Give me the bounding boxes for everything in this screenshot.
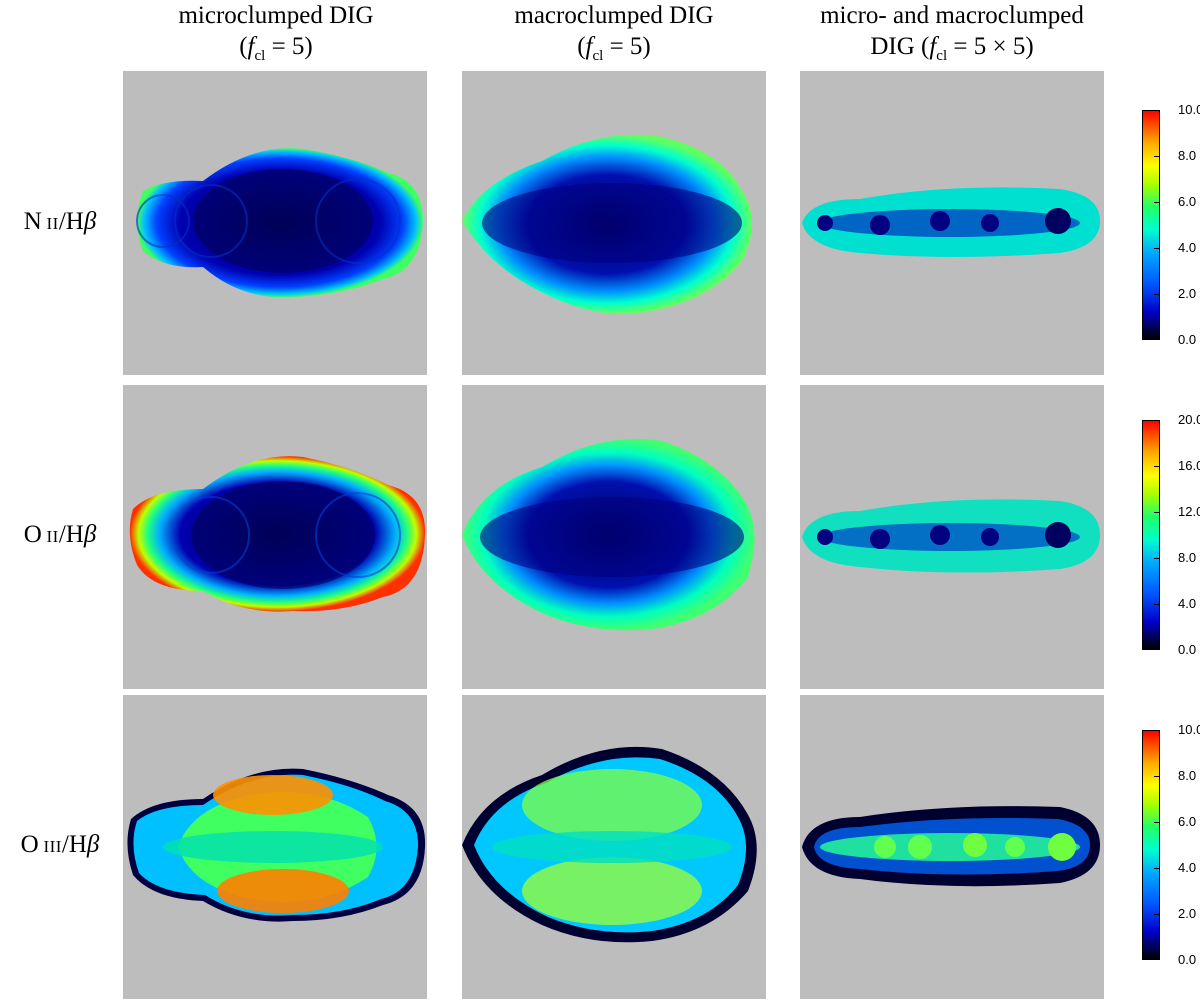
map-nii-macroclumped — [462, 71, 766, 375]
row-label-oii-hbeta: O II/Hβ — [23, 521, 97, 548]
map-oiii-macroclumped — [462, 695, 766, 999]
map-nii-microclumped — [123, 71, 427, 375]
colorbar-tick-label: 4.0 — [1178, 860, 1197, 875]
column-title-line1: macroclumped DIG — [514, 2, 714, 29]
colorbar-tick-mark — [1154, 420, 1160, 421]
colorbar-tick-mark — [1154, 512, 1160, 513]
colorbar-tick-label: 6.0 — [1178, 814, 1197, 829]
colorbar-tick-mark — [1154, 914, 1160, 915]
colorbar-tick-mark — [1154, 730, 1160, 731]
colorbar-nii — [1142, 110, 1160, 340]
colorbar-oii — [1142, 420, 1160, 650]
colorbar-tick-label: 10.0 — [1178, 102, 1200, 117]
colorbar-tick-mark — [1154, 868, 1160, 869]
colorbar-tick-label: 10.0 — [1178, 722, 1200, 737]
colorbar-tick-label: 6.0 — [1178, 194, 1197, 209]
colorbar-tick-label: 0.0 — [1178, 332, 1197, 347]
colorbar-tick-mark — [1154, 156, 1160, 157]
colorbar-tick-label: 16.0 — [1178, 458, 1200, 473]
column-title-line1: microclumped DIG — [178, 2, 374, 29]
colorbar-tick-mark — [1154, 959, 1160, 960]
colorbar-tick-mark — [1154, 110, 1160, 111]
colorbar-tick-label: 0.0 — [1178, 952, 1197, 967]
column-title-line2: (fcl = 5) — [239, 33, 313, 64]
colorbar-tick-label: 20.0 — [1178, 412, 1200, 427]
column-title-line1: micro- and macroclumped — [820, 2, 1084, 29]
colorbar-tick-mark — [1154, 339, 1160, 340]
row-label-nii-hbeta: N II/Hβ — [23, 208, 97, 235]
colorbar-oiii — [1142, 730, 1160, 960]
colorbar-tick-mark — [1154, 466, 1160, 467]
colorbar-tick-mark — [1154, 294, 1160, 295]
column-title-macroclumped: macroclumped DIG (fcl = 5) — [444, 0, 784, 72]
column-title-line2: (fcl = 5) — [577, 33, 651, 64]
map-oii-macroclumped — [462, 385, 766, 689]
colorbar-tick-label: 8.0 — [1178, 148, 1197, 163]
colorbar-tick-label: 8.0 — [1178, 768, 1197, 783]
colorbar-tick-mark — [1154, 202, 1160, 203]
map-oii-microclumped — [123, 385, 427, 689]
colorbar-tick-mark — [1154, 248, 1160, 249]
colorbar-tick-mark — [1154, 604, 1160, 605]
colorbar-tick-mark — [1154, 649, 1160, 650]
colorbar-tick-label: 0.0 — [1178, 642, 1197, 657]
row-label-oiii-hbeta: O III/Hβ — [20, 831, 100, 858]
colorbar-tick-label: 8.0 — [1178, 550, 1197, 565]
column-title-micro-macroclumped: micro- and macroclumped DIG (fcl = 5 × 5… — [782, 0, 1122, 72]
colorbar-tick-label: 2.0 — [1178, 906, 1197, 921]
column-title-line2: DIG (fcl = 5 × 5) — [870, 33, 1034, 64]
colorbar-tick-mark — [1154, 776, 1160, 777]
colorbar-tick-label: 4.0 — [1178, 240, 1197, 255]
map-nii-micro-macroclumped — [800, 71, 1104, 375]
map-oiii-microclumped — [123, 695, 427, 999]
map-oii-micro-macroclumped — [800, 385, 1104, 689]
colorbar-tick-mark — [1154, 822, 1160, 823]
column-title-microclumped: microclumped DIG (fcl = 5) — [106, 0, 446, 72]
colorbar-tick-label: 2.0 — [1178, 286, 1197, 301]
colorbar-tick-mark — [1154, 558, 1160, 559]
colorbar-tick-label: 4.0 — [1178, 596, 1197, 611]
colorbar-tick-label: 12.0 — [1178, 504, 1200, 519]
map-oiii-micro-macroclumped — [800, 695, 1104, 999]
